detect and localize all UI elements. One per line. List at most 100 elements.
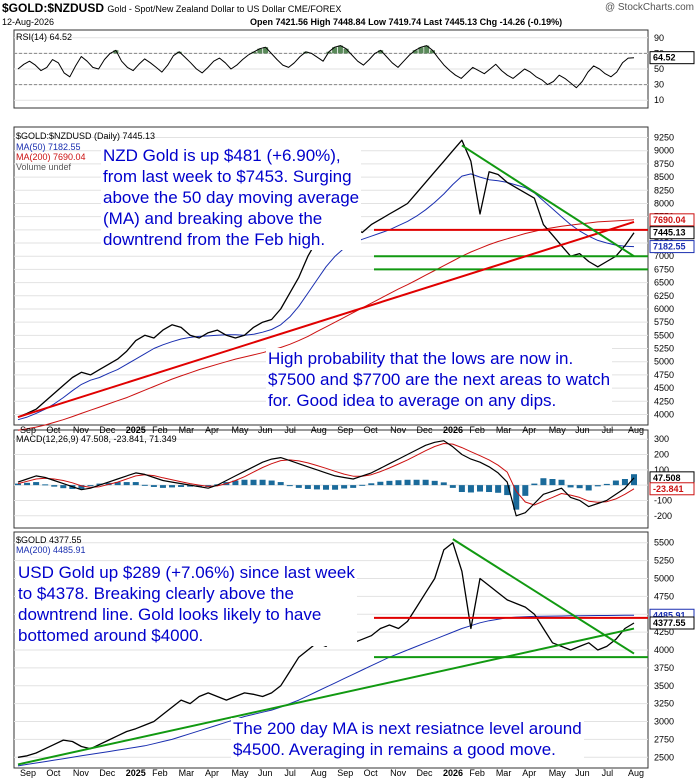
x-tick-label: Oct [46, 768, 61, 778]
macd-histogram-bar [87, 485, 94, 487]
macd-histogram-bar [60, 485, 67, 489]
macd-histogram-bar [132, 482, 139, 486]
macd-line [17, 440, 635, 517]
y-tick-label: 5000 [654, 357, 674, 367]
x-tick-label: Apr [522, 425, 536, 435]
annotation-nzd-gold: NZD Gold is up $481 (+6.90%), from last … [101, 145, 362, 250]
y-tick-label: 10 [654, 95, 664, 105]
macd-histogram-bar [621, 479, 628, 486]
y-tick-label: 2750 [654, 734, 674, 744]
symbol-description: Gold - Spot/New Zealand Dollar to US Dol… [107, 4, 342, 14]
y-tick-label: 8500 [654, 172, 674, 182]
x-tick-label: Mar [179, 768, 195, 778]
macd-histogram-bar [187, 485, 194, 487]
x-tick-label: Apr [205, 768, 219, 778]
y-tick-label: 3750 [654, 663, 674, 673]
annotation-line: above the 50 day moving average [103, 188, 360, 207]
usd-price-line [17, 542, 635, 758]
x-tick-label: Nov [390, 768, 407, 778]
y-tick-label: 30 [654, 80, 664, 90]
usd-legend-ma200: MA(200) 4485.91 [16, 545, 86, 555]
annotation-usd-gold: USD Gold up $289 (+7.06%) since last wee… [16, 562, 357, 646]
y-tick-label: 4500 [654, 383, 674, 393]
macd-histogram-bar [467, 485, 474, 493]
macd-histogram-bar [150, 485, 157, 487]
macd-histogram-bar [114, 482, 121, 486]
macd-histogram-bar [313, 485, 320, 490]
macd-histogram-bar [422, 479, 429, 486]
y-tick-label: 8750 [654, 159, 674, 169]
stockcharts-watermark: @ StockCharts.com [604, 2, 694, 13]
y-tick-label: 300 [654, 434, 669, 444]
macd-histogram-bar [386, 480, 393, 486]
macd-histogram-bar [431, 480, 438, 486]
annotation-line: $4500. Averaging in remains a good move. [233, 740, 556, 759]
macd-histogram-bar [377, 481, 384, 486]
ohlc-readout: Open 7421.56 High 7448.84 Low 7419.74 La… [250, 17, 563, 27]
y-tick-label: 8000 [654, 198, 674, 208]
macd-histogram-bar [304, 485, 311, 489]
macd-histogram-bar [250, 479, 257, 486]
macd-histogram-bar [594, 485, 601, 487]
nzd-price-last: 7445.13 [653, 228, 686, 238]
y-tick-label: 3000 [654, 717, 674, 727]
macd-signal-last-box [649, 482, 695, 496]
macd-histogram-bar [123, 482, 130, 486]
y-tick-label: 5250 [654, 556, 674, 566]
macd-histogram-bar [295, 485, 302, 488]
macd-histogram-bar [631, 474, 637, 486]
y-tick-label: 3500 [654, 681, 674, 691]
y-tick-label: 2500 [654, 752, 674, 762]
y-tick-label: 8250 [654, 185, 674, 195]
y-tick-label: 9250 [654, 133, 674, 143]
x-tick-label: Mar [179, 425, 195, 435]
rsi-legend: RSI(14) 64.52 [16, 32, 73, 42]
chart-header: $GOLD:$NZDUSD Gold - Spot/New Zealand Do… [2, 1, 341, 15]
x-tick-label: Jun [258, 768, 273, 778]
x-tick-label: 2026 [443, 425, 463, 435]
annotation-probability: High probability that the lows are now i… [266, 348, 613, 411]
annotation-line: downtrend from the Feb high. [103, 230, 326, 249]
chart-date: 12-Aug-2026 [2, 17, 55, 27]
y-tick-label: 90 [654, 33, 664, 43]
x-tick-label: Feb [152, 425, 168, 435]
x-tick-label: Feb [469, 425, 485, 435]
annotation-line: NZD Gold is up $481 (+6.90%), [103, 146, 341, 165]
x-tick-label: Feb [469, 768, 485, 778]
rsi-last-label-box [649, 51, 695, 65]
x-tick-label: Oct [364, 425, 379, 435]
y-tick-label: 6000 [654, 304, 674, 314]
y-tick-label: 4250 [654, 396, 674, 406]
annotation-line: (MA) and breaking above the [103, 209, 323, 228]
x-tick-label: May [231, 425, 249, 435]
x-tick-label: Jul [284, 768, 296, 778]
macd-histogram-bar [341, 485, 348, 489]
macd-histogram-bar [504, 485, 511, 496]
usd-legend-price: $GOLD 4377.55 [16, 535, 82, 545]
macd-histogram-bar [585, 485, 592, 491]
macd-histogram-bar [549, 479, 556, 486]
nzd-price-last-box [649, 226, 695, 240]
symbol: $GOLD:$NZDUSD [2, 1, 105, 15]
trendline-downtrend [452, 538, 635, 655]
x-tick-label: Aug [311, 425, 327, 435]
y-tick-label: 6500 [654, 278, 674, 288]
macd-histogram-bar [413, 479, 420, 486]
x-tick-label: Dec [417, 768, 434, 778]
nzd-ma200-last-box [649, 213, 695, 227]
x-tick-label: Jul [602, 768, 614, 778]
macd-histogram-bar [368, 483, 375, 486]
x-tick-label: Sep [20, 425, 36, 435]
x-tick-label: Dec [99, 768, 116, 778]
y-tick-label: -100 [654, 495, 672, 505]
macd-signal-line [17, 443, 635, 506]
x-tick-label: Nov [390, 425, 407, 435]
usd-price-last: 4377.55 [653, 618, 686, 628]
macd-histogram-bar [486, 485, 493, 493]
macd-histogram-bar [196, 485, 203, 487]
annotation-line: downtrend line. Gold looks likely to hav… [18, 605, 322, 624]
macd-histogram-bar [159, 485, 166, 488]
x-tick-label: Dec [99, 425, 116, 435]
macd-histogram-bar [395, 480, 402, 486]
nzd-legend-volume: Volume undef [16, 162, 72, 172]
